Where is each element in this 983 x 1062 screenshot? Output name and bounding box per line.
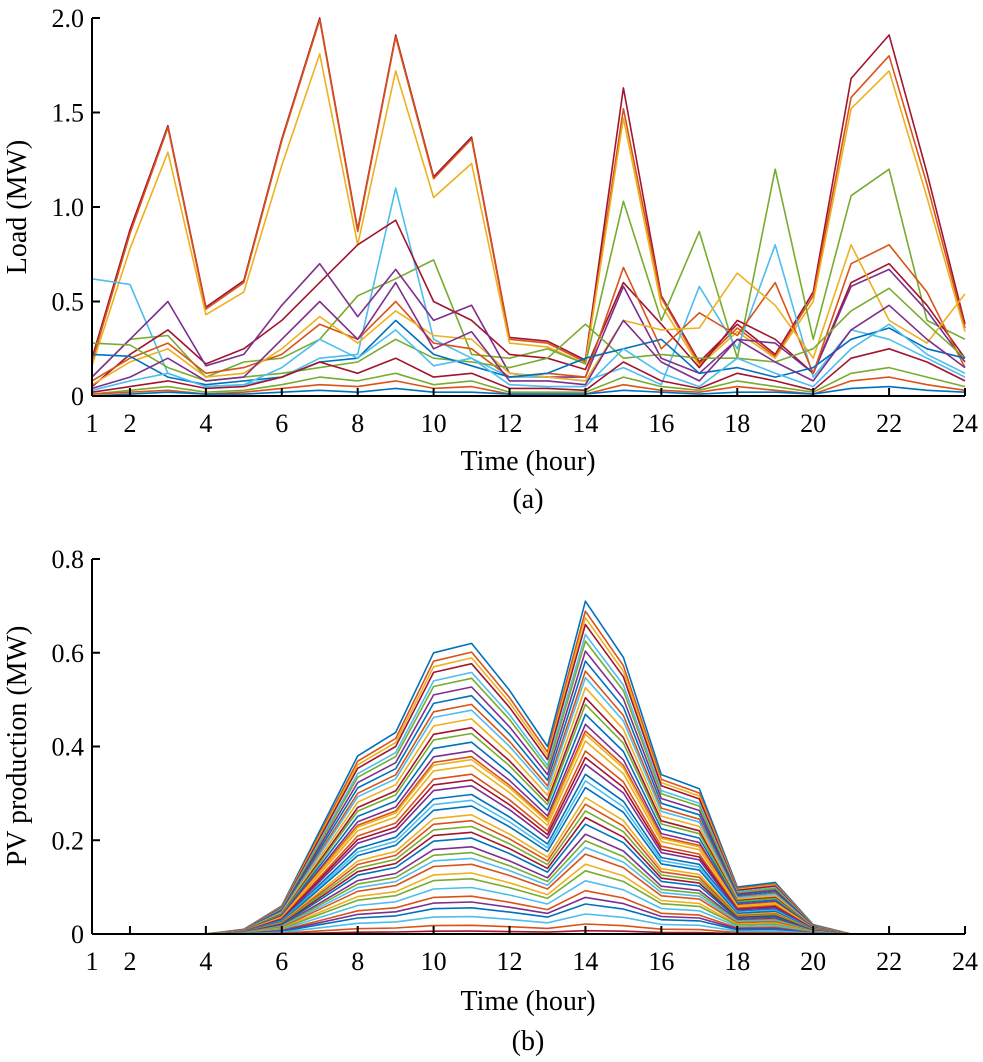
pv-x-tick-label: 24 bbox=[952, 947, 978, 976]
load-y-tick-label: 2.0 bbox=[52, 4, 85, 33]
load-series-line-13 bbox=[91, 323, 966, 392]
pv-x-tick-label: 22 bbox=[876, 947, 902, 976]
load-series-line-11 bbox=[91, 319, 966, 386]
pv-x-tick-label: 14 bbox=[572, 947, 598, 976]
load-x-tick-label: 20 bbox=[800, 409, 826, 438]
pv-x-tick-label: 16 bbox=[648, 947, 674, 976]
load-x-tick-label: 12 bbox=[497, 409, 523, 438]
pv-series-line-27 bbox=[92, 810, 965, 935]
pv-x-tick-label: 6 bbox=[275, 947, 288, 976]
load-x-tick-label: 2 bbox=[123, 409, 136, 438]
pv-series-line-25 bbox=[92, 796, 965, 935]
pv-y-tick-label: 0.8 bbox=[52, 545, 85, 574]
pv-series-line-16 bbox=[92, 730, 965, 935]
pv-series-line-2 bbox=[92, 610, 965, 935]
pv-series-line-29 bbox=[92, 823, 965, 935]
pv-x-tick-label: 20 bbox=[800, 947, 826, 976]
load-y-tick-label: 0.5 bbox=[52, 288, 85, 317]
load-series-line-1 bbox=[91, 17, 966, 363]
load-series-line-12 bbox=[91, 281, 966, 390]
pv-y-axis-label: PV production (MW) bbox=[2, 626, 33, 867]
pv-series-line-4 bbox=[92, 623, 965, 935]
pv-y-tick-label: 0.2 bbox=[52, 826, 85, 855]
pv-x-tick-label: 1 bbox=[86, 947, 99, 976]
pv-y-tick-label: 0.6 bbox=[52, 639, 85, 668]
load-x-tick-label: 6 bbox=[275, 409, 288, 438]
pv-x-axis-label: Time (hour) bbox=[460, 986, 595, 1017]
pv-x-tick-label: 8 bbox=[351, 947, 364, 976]
load-x-tick-label: 22 bbox=[876, 409, 902, 438]
pv-series-line-6 bbox=[92, 640, 965, 935]
pv-panel-caption: (b) bbox=[512, 1026, 545, 1057]
pv-series-group bbox=[92, 600, 965, 935]
load-x-tick-label: 16 bbox=[648, 409, 674, 438]
pv-x-tick-label: 2 bbox=[123, 947, 136, 976]
pv-y-tick-label: 0.4 bbox=[52, 733, 85, 762]
pv-x-tick-label: 4 bbox=[199, 947, 212, 976]
load-y-tick-label: 1.0 bbox=[52, 193, 85, 222]
load-series-line-6 bbox=[91, 219, 966, 388]
load-x-tick-label: 8 bbox=[351, 409, 364, 438]
load-series-line-4 bbox=[91, 168, 966, 378]
load-series-line-3 bbox=[91, 53, 966, 367]
load-series-line-14 bbox=[91, 347, 966, 393]
load-x-tick-label: 24 bbox=[952, 409, 978, 438]
load-x-tick-label: 4 bbox=[199, 409, 212, 438]
load-series-line-7 bbox=[91, 262, 966, 378]
load-series-line-15 bbox=[91, 366, 966, 395]
pv-x-tick-label: 10 bbox=[421, 947, 447, 976]
pv-series-line-18 bbox=[92, 740, 965, 935]
load-x-tick-label: 18 bbox=[724, 409, 750, 438]
load-y-tick-label: 0 bbox=[71, 382, 84, 411]
pv-series-line-38 bbox=[92, 896, 965, 935]
load-x-tick-label: 10 bbox=[421, 409, 447, 438]
pv-series-line-15 bbox=[92, 723, 965, 935]
load-y-tick-label: 1.5 bbox=[52, 99, 85, 128]
load-series-line-10 bbox=[91, 287, 966, 382]
load-series-line-2 bbox=[91, 19, 966, 365]
load-series-group bbox=[91, 17, 966, 397]
pv-series-line-33 bbox=[92, 853, 965, 935]
load-series-line-17 bbox=[91, 385, 966, 397]
pv-series-line-10 bbox=[92, 676, 965, 935]
pv-x-tick-label: 18 bbox=[724, 947, 750, 976]
pv-series-line-35 bbox=[92, 869, 965, 935]
pv-x-tick-label: 12 bbox=[497, 947, 523, 976]
load-x-tick-label: 1 bbox=[86, 409, 99, 438]
load-y-axis-label: Load (MW) bbox=[2, 140, 33, 275]
load-panel-caption: (a) bbox=[512, 484, 543, 515]
load-x-tick-label: 14 bbox=[572, 409, 598, 438]
pv-y-tick-label: 0 bbox=[71, 920, 84, 949]
load-x-axis-label: Time (hour) bbox=[460, 446, 595, 477]
pv-series-line-3 bbox=[92, 616, 965, 935]
